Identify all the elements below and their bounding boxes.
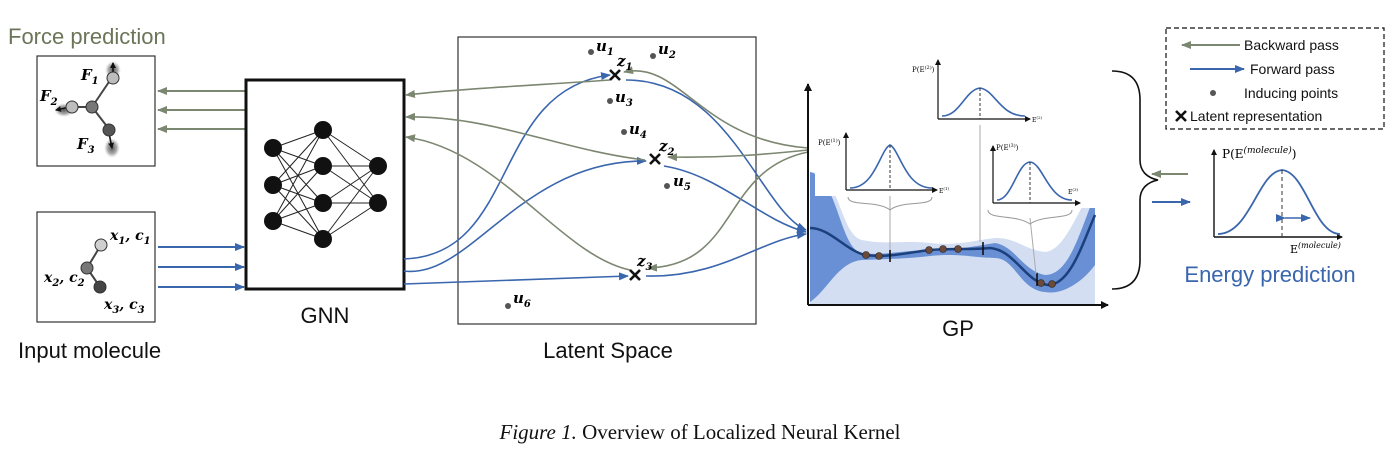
latent-rep-z3-mark [629,269,641,281]
latent-rep-z2: z2 [658,137,675,158]
gp-query-markers [889,242,1038,286]
legend: Backward pass Forward pass Inducing poin… [1165,27,1385,130]
figure-label: Figure 1. [499,420,577,444]
svg-text:u2: u2 [658,40,676,61]
energy-y-axis-label: P(E(molecule)) [1222,145,1296,161]
force-label-3: F3 [76,135,95,156]
gnn-to-latent-forward-curves [403,72,647,285]
inducing-point-u1 [588,49,594,55]
input-molecule-title: Input molecule [18,338,161,363]
energy-prediction-title: Energy prediction [1184,262,1355,287]
gnn-nodes [264,121,387,248]
figure-caption: Figure 1. Overview of Localized Neural K… [0,420,1400,445]
svg-text:u1: u1 [596,37,614,58]
inducing-point-u6 [505,303,511,309]
latent-rep-z1: z1 [616,52,633,73]
inducing-point-u5 [664,183,670,189]
inducing-point-u2 [650,53,656,59]
input-forward-arrows [158,243,245,291]
inducing-point-u4 [621,129,627,135]
svg-text:E(1): E(1) [939,186,949,195]
force-label-1: F1 [80,66,99,87]
gp-title: GP [942,316,974,341]
legend-backward: Backward pass [1244,37,1339,53]
latent-panel: Latent Space [457,36,757,363]
inducing-point-u3 [607,98,613,104]
legend-latent: Latent representation [1190,108,1322,124]
latent-representations [609,69,661,281]
gp-mean-curve [809,214,1097,287]
latent-rep-z3: z3 [636,252,653,273]
gp-inset-2: P(E(2)) E(2) [910,55,1042,125]
gp-inducing-points [862,245,1056,288]
gnn-title: GNN [301,303,350,328]
force-prediction-title: Force prediction [8,24,166,49]
input-label-1: x1, c1 [109,228,151,247]
legend-forward: Forward pass [1250,61,1335,77]
svg-text:E(3): E(3) [1068,187,1078,196]
brace [1111,70,1159,290]
figure-caption-text: Overview of Localized Neural Kernel [582,420,901,444]
force-backward-arrows [157,87,245,133]
legend-inducing: Inducing points [1244,85,1338,101]
force-label-2: F2 [39,87,58,108]
latent-to-gnn-backward-curves [405,79,646,271]
gnn-panel: GNN [244,78,406,328]
svg-text:P(E(2)): P(E(2)) [912,64,935,74]
svg-text:u5: u5 [673,172,691,193]
svg-text:u3: u3 [615,88,633,109]
input-label-2: x2, c2 [43,270,85,289]
energy-x-axis-label: E(molecule) [1290,241,1341,256]
gp-to-latent-backward-curves [623,66,809,272]
latent-space-title: Latent Space [543,338,673,363]
latent-rep-z1-mark [609,69,621,81]
energy-distribution-curve [1217,169,1341,235]
input-label-3: x3, c3 [103,297,145,316]
svg-text:P(E(1)): P(E(1)) [818,137,841,147]
energy-panel: P(E(molecule)) E(molecule) Energy predic… [1184,145,1355,287]
latent-rep-z2-mark [649,153,661,165]
svg-text:u4: u4 [629,120,647,141]
svg-text:E(2): E(2) [1032,115,1042,124]
gp-panel: P(E(1)) E(1) P(E(2)) E(2) P(E(3)) E(3) G… [804,55,1109,341]
input-molecule-box [36,211,156,323]
force-panel: Force prediction F1 F2 F3 [8,24,166,167]
svg-text:P(E(3)): P(E(3)) [996,142,1019,152]
svg-text:u6: u6 [513,289,531,310]
latent-to-gp-forward-curves [625,79,807,277]
gp-inset-1: P(E(1)) E(1) [815,128,949,196]
input-panel: x1, c1 x2, c2 x3, c3 Input molecule [18,211,161,363]
latent-points: u1 u2 u3 u4 u5 u6 [505,37,691,310]
gp-inset-3: P(E(3)) E(3) [990,140,1095,208]
